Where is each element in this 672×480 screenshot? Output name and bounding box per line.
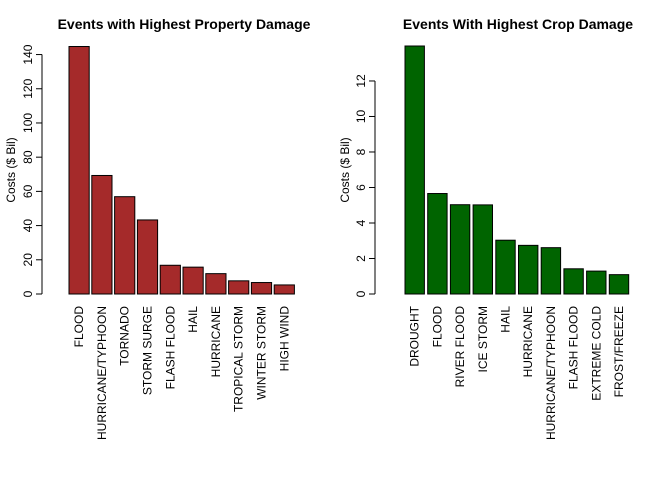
property-bar bbox=[114, 196, 136, 295]
property-chart-title: Events with Highest Property Damage bbox=[58, 16, 311, 32]
crop-category-label: FROST/FREEZE bbox=[612, 306, 626, 397]
property-category-label: WINTER STORM bbox=[255, 306, 269, 400]
crop-y-tick-label: 0 bbox=[354, 290, 368, 297]
property-category-label: HURRICANE bbox=[209, 306, 223, 377]
crop-category-labels: DROUGHT FLOOD RIVER FLOOD ICE STORM HAIL HURR… bbox=[408, 305, 626, 440]
crop-category-label: FLASH FLOOD bbox=[567, 306, 581, 390]
crop-category-label: ICE STORM bbox=[476, 306, 490, 372]
property-bar bbox=[273, 284, 295, 295]
property-y-axis: 0 20 40 60 80 100 120 140 bbox=[21, 44, 43, 297]
property-y-tick-label: 60 bbox=[21, 184, 35, 198]
crop-y-tick-label: 8 bbox=[354, 148, 368, 155]
crop-bar bbox=[563, 268, 584, 295]
crop-y-tick-label: 2 bbox=[354, 255, 368, 262]
crop-category-label: HAIL bbox=[499, 306, 513, 333]
crop-bar bbox=[472, 204, 494, 295]
property-bar bbox=[159, 264, 181, 295]
property-y-tick-label: 0 bbox=[21, 290, 35, 297]
crop-category-label: HURRICANE/TYPHOON bbox=[544, 306, 558, 440]
property-y-tick-label: 20 bbox=[21, 253, 35, 267]
property-bars bbox=[68, 46, 295, 295]
crop-bar bbox=[518, 244, 539, 295]
crop-damage-chart: Events With Highest Crop Damage Costs ($… bbox=[338, 16, 633, 440]
property-category-label: STORM SURGE bbox=[141, 306, 155, 395]
crop-bar bbox=[586, 270, 607, 295]
property-bar bbox=[250, 282, 273, 295]
crop-category-label: DROUGHT bbox=[408, 305, 422, 366]
crop-bar bbox=[404, 45, 425, 295]
property-category-label: FLASH FLOOD bbox=[163, 306, 177, 390]
crop-chart-title: Events With Highest Crop Damage bbox=[403, 16, 633, 32]
crop-bar bbox=[427, 193, 448, 295]
property-category-label: HAIL bbox=[186, 306, 200, 333]
crop-category-label: EXTREME COLD bbox=[589, 306, 603, 401]
crop-category-label: HURRICANE bbox=[521, 306, 535, 377]
property-bar bbox=[228, 280, 250, 295]
property-category-labels: FLOOD HURRICANE/TYPHOON TORNADO STORM SURGE… bbox=[72, 306, 291, 440]
crop-y-axis: 0 2 4 6 8 10 12 bbox=[354, 74, 376, 297]
property-category-label: FLOOD bbox=[72, 306, 86, 348]
crop-y-tick-label: 12 bbox=[354, 74, 368, 88]
property-category-label: TROPICAL STORM bbox=[232, 306, 246, 412]
property-y-tick-label: 140 bbox=[21, 44, 35, 64]
crop-y-tick-label: 10 bbox=[354, 109, 368, 123]
property-category-label: HIGH WIND bbox=[277, 306, 291, 372]
property-bar bbox=[205, 273, 227, 295]
crop-category-label: RIVER FLOOD bbox=[453, 306, 467, 388]
crop-bar bbox=[608, 274, 630, 295]
property-y-tick-label: 120 bbox=[21, 78, 35, 98]
property-category-label: TORNADO bbox=[118, 306, 132, 366]
property-bar bbox=[136, 219, 159, 295]
crop-bars bbox=[404, 45, 630, 295]
crop-bar bbox=[495, 239, 516, 295]
crop-bar bbox=[449, 204, 471, 295]
property-bar bbox=[91, 174, 113, 295]
property-bar bbox=[182, 266, 204, 295]
property-y-tick-label: 100 bbox=[21, 113, 35, 133]
property-y-tick-label: 40 bbox=[21, 219, 35, 233]
crop-y-tick-label: 4 bbox=[354, 219, 368, 226]
property-bar bbox=[68, 46, 90, 295]
crop-category-label: FLOOD bbox=[430, 306, 444, 348]
property-category-label: HURRICANE/TYPHOON bbox=[95, 306, 109, 440]
crop-y-axis-label: Costs ($ Bil) bbox=[338, 137, 352, 202]
crop-bar bbox=[540, 247, 562, 295]
crop-y-tick-label: 6 bbox=[354, 184, 368, 191]
property-y-axis-label: Costs ($ Bil) bbox=[4, 137, 18, 202]
property-damage-chart: Events with Highest Property Damage Cost… bbox=[4, 16, 311, 440]
property-y-tick-label: 80 bbox=[21, 150, 35, 164]
